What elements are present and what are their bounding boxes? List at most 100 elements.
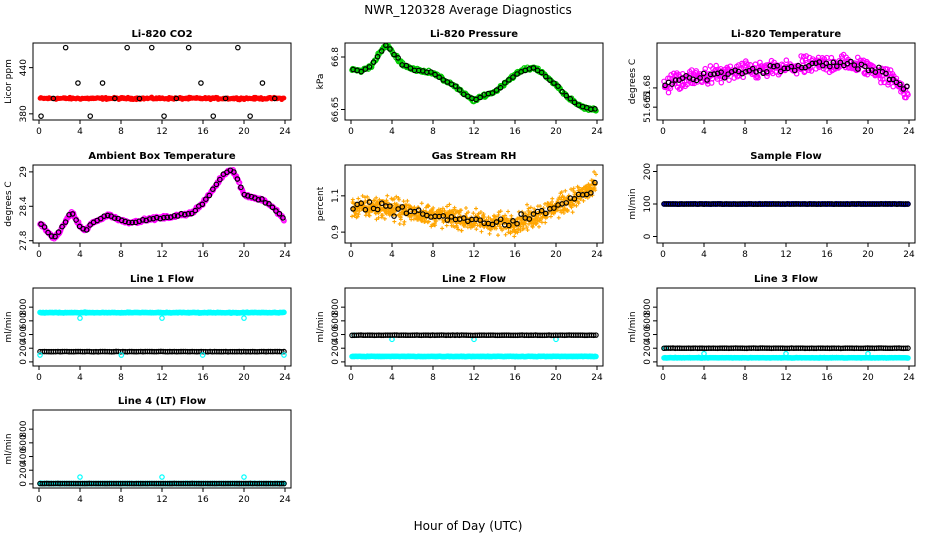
data-point xyxy=(433,223,438,228)
panel-0: Li-820 CO2 0 4 8 12 16 20 24 380 440 Licor ppm xyxy=(4,29,292,137)
y-axis-label: ml/min xyxy=(4,433,14,464)
data-point xyxy=(512,234,517,239)
y-tick-label: 66.8 xyxy=(331,47,341,67)
data-point xyxy=(521,226,526,231)
data-point xyxy=(374,217,379,222)
data-point xyxy=(153,214,160,221)
data-point xyxy=(752,61,759,67)
data-point xyxy=(101,213,107,219)
x-tick-label: 24 xyxy=(903,373,915,383)
y-tick-label: 51.68 xyxy=(643,75,653,101)
data-point xyxy=(783,350,789,357)
data-point xyxy=(391,213,397,219)
data-point xyxy=(360,193,365,198)
x-tick-label: 16 xyxy=(197,127,209,137)
data-point xyxy=(50,95,57,102)
data-point xyxy=(777,68,784,75)
panel-title: Gas Stream RH xyxy=(432,151,517,162)
data-point xyxy=(783,57,790,64)
series-1 xyxy=(37,480,287,487)
data-point xyxy=(514,220,520,227)
data-point xyxy=(448,214,455,220)
data-point xyxy=(378,200,385,207)
x-tick-label: 16 xyxy=(821,373,833,383)
y-tick-label: 200 xyxy=(643,163,653,180)
data-point xyxy=(350,197,355,202)
data-point xyxy=(700,70,707,77)
data-point xyxy=(890,83,896,90)
data-point xyxy=(210,186,216,192)
data-point xyxy=(159,315,165,321)
y-axis-label: percent xyxy=(316,186,326,221)
y-tick-label: 400 xyxy=(331,326,341,343)
data-point xyxy=(206,192,213,199)
data-point xyxy=(510,74,516,80)
data-point xyxy=(362,206,369,213)
data-point xyxy=(380,213,385,218)
data-point xyxy=(781,65,788,72)
y-tick-label: 0 xyxy=(643,233,653,239)
data-point xyxy=(407,65,414,71)
data-point xyxy=(493,87,500,93)
y-tick-label: 600 xyxy=(19,312,29,329)
series-0 xyxy=(349,43,599,114)
series-1 xyxy=(350,43,598,113)
data-point xyxy=(447,202,452,207)
data-point xyxy=(139,217,146,223)
data-point xyxy=(366,199,373,205)
x-tick-label: 8 xyxy=(742,127,748,137)
x-tick-label: 4 xyxy=(701,373,707,383)
data-point xyxy=(358,200,365,206)
data-point xyxy=(479,229,484,234)
panel-3: Ambient Box Temperature 0 4 8 12 16 20 24 27.8 28… xyxy=(4,151,292,260)
data-point xyxy=(440,226,445,231)
data-point xyxy=(555,83,561,89)
data-point xyxy=(518,224,523,229)
data-point xyxy=(755,74,761,81)
data-point xyxy=(77,474,83,480)
data-point xyxy=(500,228,505,233)
data-point xyxy=(489,90,496,96)
data-point xyxy=(350,214,355,219)
data-point xyxy=(269,204,276,211)
data-point xyxy=(463,206,468,211)
data-point xyxy=(501,80,508,86)
data-point xyxy=(428,69,434,75)
data-point xyxy=(280,215,286,221)
y-tick-label: 27.8 xyxy=(19,230,29,250)
panel-title: Li-820 Temperature xyxy=(731,29,841,40)
data-point xyxy=(571,195,578,202)
y-tick-label: 200 xyxy=(19,339,29,356)
data-point xyxy=(855,66,861,72)
data-point xyxy=(593,188,598,193)
data-point xyxy=(742,69,749,75)
data-point xyxy=(241,474,247,480)
x-tick-label: 0 xyxy=(348,127,354,137)
data-point xyxy=(157,215,164,222)
data-point xyxy=(672,80,678,87)
y-tick-label: 400 xyxy=(19,326,29,343)
data-point xyxy=(662,82,668,89)
y-tick-label: 600 xyxy=(643,312,653,329)
data-point xyxy=(112,95,118,102)
data-point xyxy=(536,224,541,229)
data-point xyxy=(222,95,229,102)
y-axis-label: degrees C xyxy=(4,181,14,226)
data-point xyxy=(538,69,545,76)
data-point xyxy=(366,64,373,70)
series-1 xyxy=(38,167,286,240)
data-point xyxy=(830,59,837,66)
y-tick-label: 51.665 xyxy=(643,91,653,123)
y-axis-label: ml/min xyxy=(316,311,326,342)
x-tick-label: 12 xyxy=(468,250,479,260)
data-point xyxy=(350,206,356,212)
data-point xyxy=(770,70,776,77)
data-point xyxy=(487,231,492,236)
data-point xyxy=(431,205,436,210)
x-tick-label: 12 xyxy=(156,373,167,383)
data-point xyxy=(87,222,93,228)
x-tick-label: 12 xyxy=(156,250,167,260)
data-point xyxy=(897,81,903,88)
